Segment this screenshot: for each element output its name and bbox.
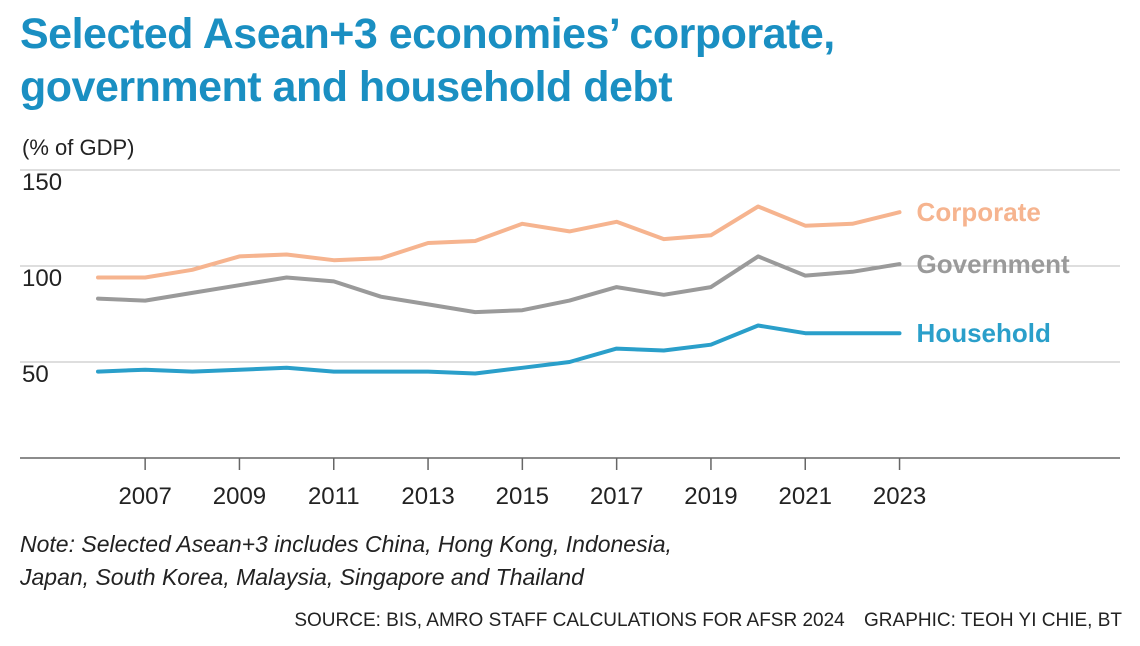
x-tick-label-2011: 2011 xyxy=(308,483,360,510)
x-tick-label-2021: 2021 xyxy=(779,483,832,510)
series-label-government: Government xyxy=(917,249,1070,279)
x-tick-label-2015: 2015 xyxy=(496,483,549,510)
x-tick-label-2009: 2009 xyxy=(213,483,266,510)
title-line-2: government and household debt xyxy=(20,63,673,111)
series-labels: Corporate Government Household xyxy=(917,197,1070,348)
series-line-government xyxy=(96,254,902,315)
note-line-1: Note: Selected Asean+3 includes China, H… xyxy=(20,531,672,557)
y-axis-unit-label: (% of GDP) xyxy=(22,135,135,160)
graphic-credit: GRAPHIC: TEOH YI CHIE, BT xyxy=(864,610,1122,631)
title-line-1: Selected Asean+3 economies’ corporate, xyxy=(20,10,835,58)
x-tick-label-2023: 2023 xyxy=(873,483,926,510)
chart-title: Selected Asean+3 economies’ corporate, g… xyxy=(20,8,1120,114)
footer-credits: SOURCE: BIS, AMRO STAFF CALCULATIONS FOR… xyxy=(294,610,1122,632)
x-tick-label-2019: 2019 xyxy=(684,483,737,510)
source-text: SOURCE: BIS, AMRO STAFF CALCULATIONS FOR… xyxy=(294,610,845,631)
y-tick-label-100: 100 xyxy=(22,265,62,292)
series-label-corporate: Corporate xyxy=(917,197,1041,227)
x-tick-label-2007: 2007 xyxy=(118,483,171,510)
series-lines xyxy=(96,204,902,376)
y-tick-label-150: 150 xyxy=(22,169,62,196)
x-axis-ticks: 2007 2009 2011 2013 2015 2017 2019 2021 2023 xyxy=(118,458,926,510)
x-tick-label-2017: 2017 xyxy=(590,483,643,510)
y-tick-label-50: 50 xyxy=(22,361,49,388)
series-line-household xyxy=(96,323,902,376)
series-label-household: Household xyxy=(917,318,1051,348)
x-tick-label-2013: 2013 xyxy=(401,483,454,510)
chart-note: Note: Selected Asean+3 includes China, H… xyxy=(20,528,672,594)
y-tick-labels: 50 100 150 xyxy=(22,169,62,388)
note-line-2: Japan, South Korea, Malaysia, Singapore … xyxy=(20,564,584,590)
series-line-corporate xyxy=(96,204,902,280)
line-chart: 50 100 150 2007 2009 2011 2013 2015 2017 2019 202… xyxy=(20,169,1120,510)
